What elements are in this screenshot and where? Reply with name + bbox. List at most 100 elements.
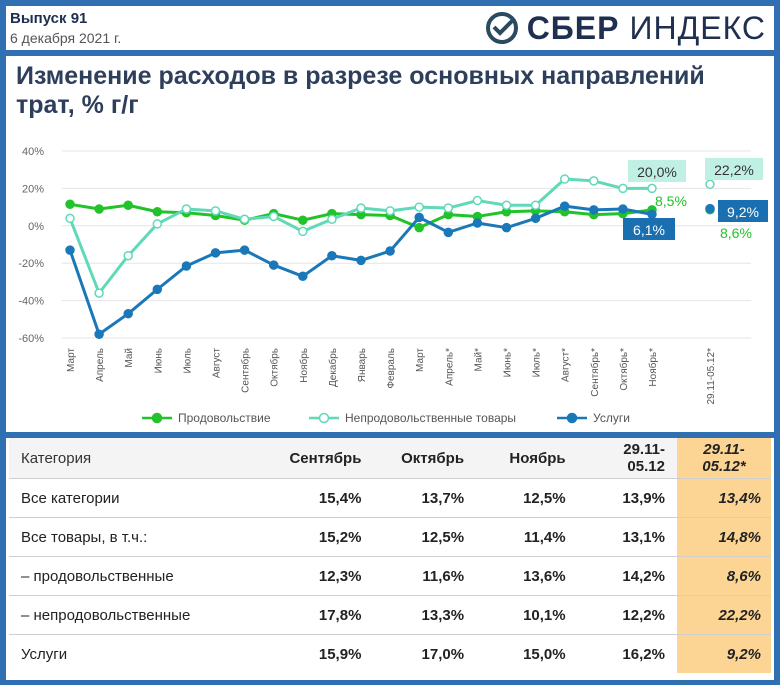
data-point [501, 200, 512, 210]
data-point [414, 212, 424, 223]
sber-index-logo: СБЕР ИНДЕКС [485, 8, 766, 48]
x-tick-label: Сентябрь [240, 348, 252, 393]
x-tick-label: Август* [561, 348, 572, 382]
row-value: 10,1% [476, 595, 578, 635]
data-point [210, 206, 221, 216]
header-week-yoy: 29.11- 05.12* [676, 438, 771, 479]
data-point-extra [705, 179, 715, 190]
label-nonfood-last-bg [705, 158, 763, 180]
row-value: 12,5% [476, 478, 578, 518]
row-value: 12,3% [269, 556, 374, 596]
table-header-row: Категория Сентябрь Октябрь Ноябрь 29.11-… [9, 438, 771, 479]
legend-marker [151, 412, 163, 424]
data-point [152, 284, 163, 295]
data-point [530, 200, 541, 210]
x-tick-label: Июль [182, 348, 193, 374]
x-tick-label: Март [415, 348, 426, 372]
data-point [239, 245, 250, 255]
row-value: 11,4% [476, 517, 578, 557]
row-value: 13,4% [676, 478, 771, 518]
y-tick-label: 40% [22, 146, 44, 158]
row-value: 15,0% [476, 634, 578, 673]
data-point [443, 227, 454, 238]
line-chart: 40% 20% 0% -20% -40% -60% Март Апрель Май Июнь Июл… [18, 146, 768, 425]
legend-label: Продовольствие [178, 411, 271, 425]
data-point [181, 261, 192, 271]
data-point [501, 222, 512, 233]
chart-panel: 40% 20% 0% -20% -40% -60% Март Апрель Май Июнь Июл… [6, 56, 774, 432]
data-point-extra [705, 203, 715, 214]
data-point [298, 226, 308, 237]
legend-label: Непродовольственные товары [345, 411, 516, 425]
data-point [152, 207, 163, 217]
header-week: 29.11- 05.12 [577, 438, 677, 479]
data-point [94, 329, 104, 340]
x-tick-label: Июнь [153, 348, 164, 373]
label-services-nov-bg [623, 218, 675, 240]
report-header: Выпуск 91 6 декабря 2021 г. СБЕР ИНДЕКС [6, 6, 774, 50]
data-point [356, 203, 366, 213]
row-value: 13,1% [577, 517, 677, 557]
x-tick-label: Февраль [386, 348, 397, 389]
x-tick-label: Сентябрь* [589, 348, 601, 397]
label-nonfood-last: 22,2% [714, 162, 754, 178]
data-point [268, 260, 279, 270]
y-tick-label: 20% [22, 183, 44, 195]
x-tick-label: Декабрь [327, 348, 339, 387]
row-value: 12,2% [577, 595, 677, 635]
data-point [559, 174, 570, 184]
data-point [327, 214, 337, 225]
x-tick-label: Май* [473, 348, 484, 372]
y-tick-label: 0% [28, 221, 44, 233]
row-value: 15,4% [269, 478, 374, 518]
row-value: 11,6% [373, 556, 477, 596]
label-food-last: 8,6% [720, 225, 752, 241]
row-value: 17,0% [373, 634, 477, 673]
data-point [559, 201, 570, 211]
table-row: Все товары, в т.ч.: 15,2% 12,5% 11,4% 13,1% 1… [9, 517, 771, 557]
header-september: Сентябрь [269, 438, 374, 479]
y-tick-label: -20% [18, 258, 44, 270]
header-week-text: 29.11- 05.12 [623, 441, 665, 475]
data-point [618, 183, 628, 194]
x-tick-label: Март [66, 348, 77, 372]
spending-table: Категория Сентябрь Октябрь Ноябрь 29.11-… [9, 438, 771, 673]
data-point [65, 213, 75, 224]
label-services-nov: 6,1% [633, 222, 665, 238]
data-point [647, 209, 657, 220]
data-point [385, 206, 395, 216]
row-category: – продовольственные [9, 556, 270, 596]
data-point [385, 246, 395, 256]
row-value: 9,2% [676, 634, 771, 673]
data-point [65, 245, 75, 255]
table-row: – непродовольственные 17,8% 13,3% 10,1% 12,2… [9, 595, 771, 635]
data-point [589, 205, 599, 215]
label-services-last-bg [718, 200, 768, 222]
row-value: 14,2% [577, 556, 677, 596]
row-value: 15,2% [269, 517, 374, 557]
row-value: 17,8% [269, 595, 374, 635]
data-point [414, 222, 424, 233]
label-nonfood-nov-bg [628, 160, 686, 182]
x-tick-label: Май [124, 348, 135, 368]
table-row: Услуги 15,9% 17,0% 15,0% 16,2% 9,2% [9, 634, 771, 673]
chart-title: Изменение расходов в разрезе основных на… [16, 62, 705, 119]
data-point [327, 250, 337, 261]
x-tick-label: Август [212, 348, 223, 379]
row-value: 13,7% [373, 478, 477, 518]
issue-date: 6 декабря 2021 г. [10, 30, 122, 46]
data-point [94, 204, 104, 214]
row-value: 13,9% [577, 478, 677, 518]
row-value: 8,6% [676, 556, 771, 596]
table-panel: Категория Сентябрь Октябрь Ноябрь 29.11-… [6, 438, 774, 680]
data-point [298, 215, 308, 225]
data-point [123, 308, 133, 319]
data-point [589, 176, 599, 186]
header-october: Октябрь [373, 438, 477, 479]
data-point [239, 214, 250, 225]
table-row: – продовольственные 12,3% 11,6% 13,6% 14,2% 8… [9, 556, 771, 596]
data-point [443, 203, 454, 213]
row-value: 16,2% [577, 634, 677, 673]
x-tick-label: Июль* [532, 348, 543, 378]
label-food-nov: 8,5% [655, 193, 687, 209]
